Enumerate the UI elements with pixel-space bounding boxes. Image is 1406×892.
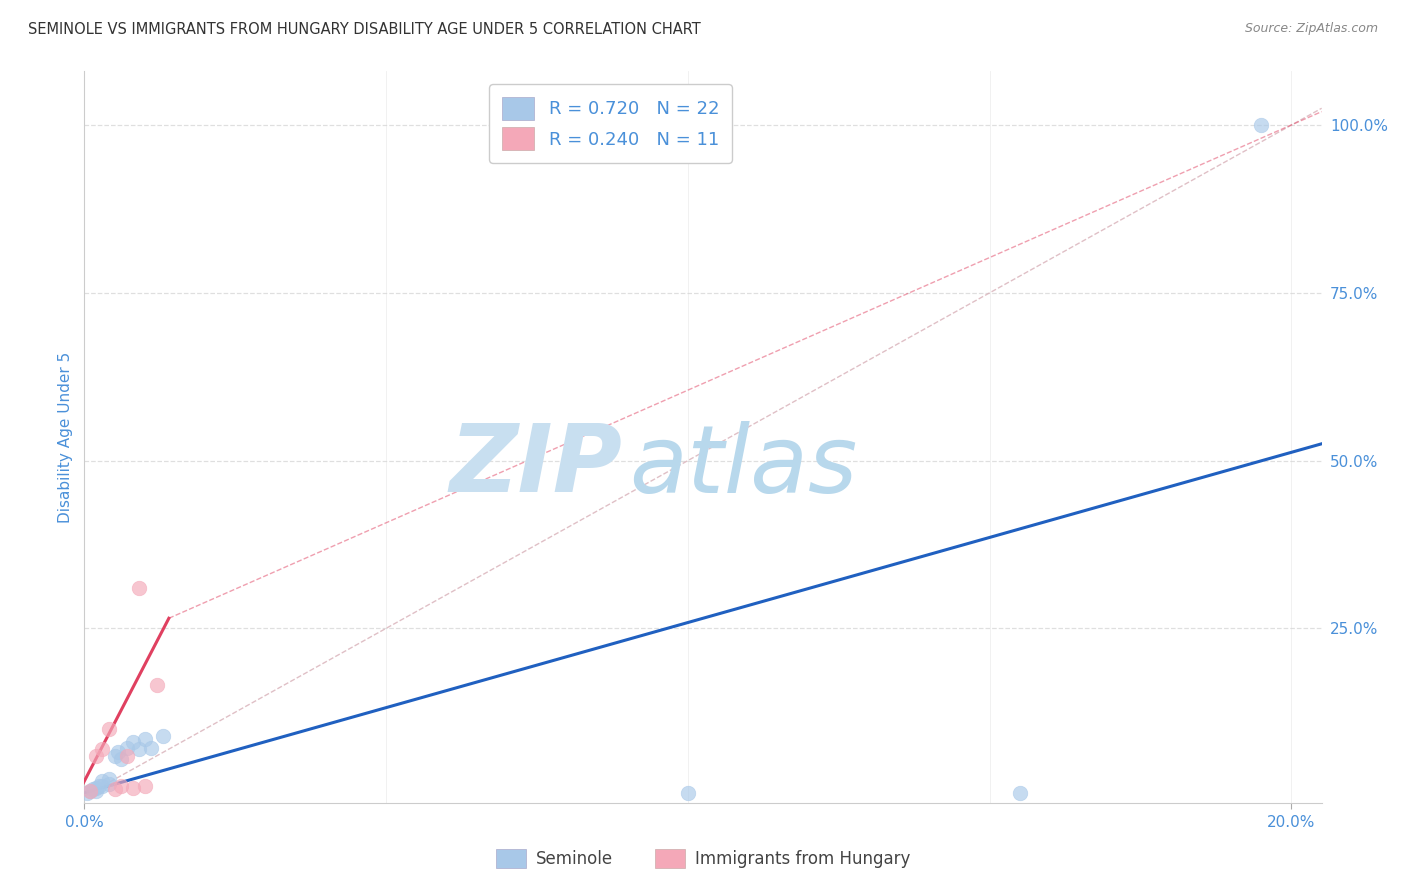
Point [79, 783, 101, 797]
Point [110, 779, 132, 793]
Point [152, 729, 174, 743]
Point [121, 780, 143, 795]
Point [86, 748, 108, 763]
Point [134, 779, 156, 793]
Point [82, 782, 104, 797]
Point [115, 748, 138, 763]
Point [86, 780, 108, 795]
Point [97, 772, 120, 787]
Point [76, 786, 98, 800]
Legend: R = 0.720   N = 22, R = 0.240   N = 11: R = 0.720 N = 22, R = 0.240 N = 11 [489, 84, 733, 163]
Text: SEMINOLE VS IMMIGRANTS FROM HUNGARY DISABILITY AGE UNDER 5 CORRELATION CHART: SEMINOLE VS IMMIGRANTS FROM HUNGARY DISA… [28, 22, 700, 37]
Point [97, 777, 120, 791]
Point [107, 746, 129, 760]
Point [1250, 118, 1272, 132]
Point [146, 678, 169, 692]
Legend: Seminole, Immigrants from Hungary: Seminole, Immigrants from Hungary [489, 842, 917, 875]
Point [1008, 786, 1031, 800]
Point [103, 782, 125, 797]
Point [103, 748, 125, 763]
Point [89, 779, 111, 793]
Point [121, 735, 143, 749]
Point [79, 783, 101, 797]
Point [134, 732, 156, 747]
Point [139, 740, 162, 755]
Point [110, 752, 132, 766]
Point [91, 779, 114, 793]
Point [676, 786, 699, 800]
Point [115, 740, 138, 755]
Point [86, 784, 108, 798]
Point [97, 722, 120, 736]
Text: Source: ZipAtlas.com: Source: ZipAtlas.com [1244, 22, 1378, 36]
Text: ZIP: ZIP [450, 420, 623, 512]
Point [128, 581, 150, 595]
Point [91, 742, 114, 756]
Point [128, 742, 150, 756]
Y-axis label: Disability Age Under 5: Disability Age Under 5 [58, 351, 73, 523]
Text: atlas: atlas [628, 421, 858, 512]
Point [91, 774, 114, 789]
